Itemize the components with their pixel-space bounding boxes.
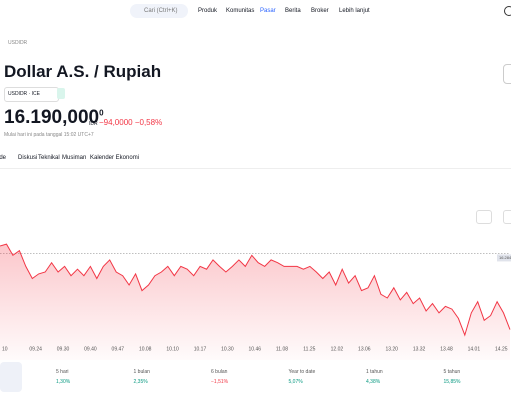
x-tick-label: 09.30 — [57, 346, 70, 352]
nav-item[interactable]: Lebih lanjut — [339, 8, 370, 14]
nav-item[interactable]: Produk — [198, 8, 218, 14]
ticker: USDIDR — [8, 91, 28, 97]
nav-item[interactable]: Komunitas — [226, 8, 255, 14]
perf-label[interactable]: 5 hari — [56, 369, 69, 375]
perf-value[interactable]: 5,07% — [288, 379, 303, 385]
nav-item[interactable]: Broker — [311, 8, 329, 14]
x-tick-label: 09.24 — [29, 346, 42, 352]
perf-label[interactable]: 1 bulan — [133, 369, 150, 375]
perf-highlight — [0, 362, 22, 392]
perf-value[interactable]: 15,85% — [443, 379, 461, 385]
x-tick-label: 13.48 — [440, 346, 453, 352]
area — [0, 244, 510, 360]
tab[interactable]: Teknikal — [38, 155, 60, 161]
x-tick-label: 14.25 — [495, 346, 508, 352]
prev-close-label: 16.284 — [499, 255, 511, 260]
x-tick-label: 10 — [2, 346, 8, 352]
x-tick-label: 13.20 — [385, 346, 398, 352]
tabs-divider — [0, 168, 511, 169]
change: −94,0000 −0,58% — [99, 118, 162, 127]
perf-value[interactable]: 4,38% — [366, 379, 381, 385]
tab[interactable]: Kalender Ekonomi — [90, 155, 140, 161]
perf-value[interactable]: 1,30% — [56, 379, 71, 385]
search-box[interactable] — [130, 4, 188, 18]
x-tick-label: 10.17 — [194, 346, 207, 352]
perf-label[interactable]: 6 bulan — [211, 369, 228, 375]
currency: IDR — [89, 121, 98, 127]
x-tick-label: 13.06 — [358, 346, 371, 352]
x-tick-label: 12.02 — [331, 346, 344, 352]
nav-item[interactable]: Berita — [285, 8, 301, 14]
tab[interactable]: Musiman — [62, 155, 87, 161]
x-tick-label: 14.01 — [468, 346, 481, 352]
price-main: 16.190,000 — [4, 107, 100, 128]
compare-button[interactable] — [503, 64, 511, 84]
tab[interactable]: ide — [0, 155, 7, 161]
x-tick-label: 11.08 — [276, 346, 288, 352]
breadcrumb[interactable]: USDIDR — [8, 40, 28, 46]
chart-tools-2[interactable] — [503, 210, 511, 224]
x-tick-label: 10.10 — [166, 346, 179, 352]
perf-label[interactable]: 1 tahun — [366, 369, 383, 375]
x-tick-label: 10.08 — [139, 346, 152, 352]
title: Dollar A.S. / Rupiah — [4, 62, 162, 81]
price-line — [0, 243, 511, 337]
x-tick-label: 10.46 — [249, 346, 262, 352]
perf-label[interactable]: 5 tahun — [443, 369, 461, 375]
perf-value[interactable]: −1,51% — [211, 379, 229, 385]
tab[interactable]: Diskusi — [18, 155, 38, 161]
x-tick-label: 09.40 — [84, 346, 97, 352]
x-tick-label: 11.25 — [303, 346, 315, 352]
price-sup: 0 — [99, 108, 104, 118]
exchange: ICE — [31, 91, 40, 97]
change-abs: −94,0000 — [99, 118, 133, 127]
account-icon[interactable] — [504, 6, 511, 16]
search-text: Cari (Ctrl+K) — [144, 8, 178, 14]
chart-tools[interactable] — [476, 210, 492, 224]
price: 16.190,0000 — [4, 107, 104, 129]
x-tick-label: 13.32 — [413, 346, 426, 352]
change-pct: −0,58% — [134, 118, 163, 127]
perf-value[interactable]: 2,35% — [133, 379, 148, 385]
x-tick-label: 10.30 — [221, 346, 234, 352]
x-tick-label: 09.47 — [112, 346, 125, 352]
perf-label[interactable]: Year to date — [288, 369, 316, 375]
nav-item[interactable]: Pasar — [260, 8, 276, 14]
prev-close-box — [497, 254, 511, 262]
status-dot — [57, 88, 65, 99]
quote-note: Mulai hari ini pada tanggal 15:02 UTC+7 — [4, 132, 94, 138]
